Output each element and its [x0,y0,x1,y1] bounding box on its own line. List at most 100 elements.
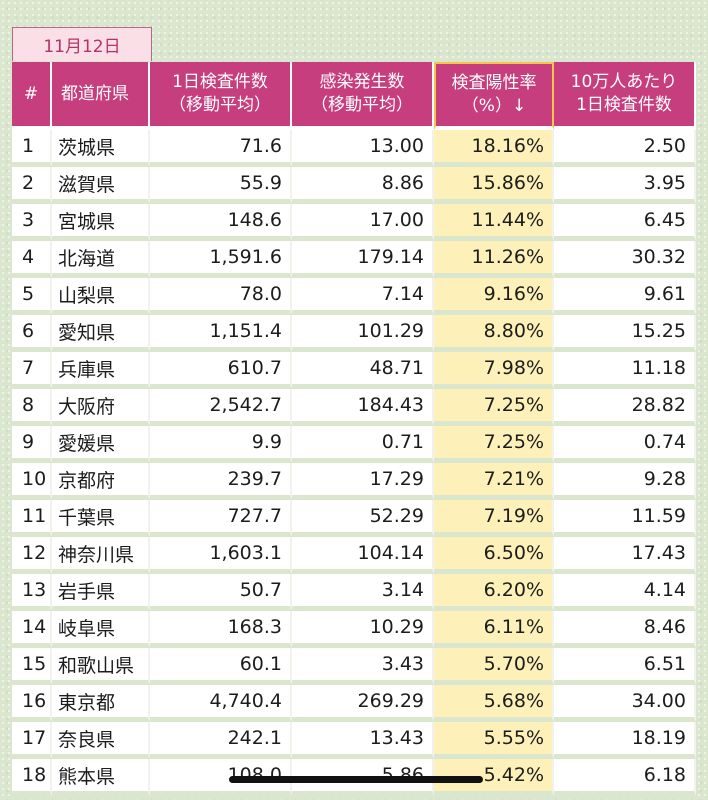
cell-cases: 0.71 [292,426,434,463]
cell-index: 5 [12,278,52,315]
cell-index: 7 [12,352,52,389]
header-positivity-line2: （%）↓ [461,96,527,116]
cell-index: 1 [12,130,52,167]
cell-index: 18 [12,759,52,796]
cell-prefecture: 宮城県 [52,204,150,241]
cell-cases: 17.29 [292,463,434,500]
cell-tests: 168.3 [150,611,292,648]
cell-per100k: 15.25 [554,315,696,352]
table-row: 11 千葉県 727.7 52.29 7.19% 11.59 [12,500,696,537]
cell-positivity: 9.16% [434,278,554,315]
cell-tests: 55.9 [150,167,292,204]
cell-cases: 8.86 [292,167,434,204]
header-row: # 都道府県 1日検査件数 （移動平均） 感染発生数 （移動平均） 検査陽性率 … [12,62,696,130]
cell-per100k: 9.61 [554,278,696,315]
cell-index: 16 [12,685,52,722]
cell-positivity: 5.68% [434,685,554,722]
header-positivity-line1: 検査陽性率 [451,73,537,93]
table-row: 12 神奈川県 1,603.1 104.14 6.50% 17.43 [12,537,696,574]
cell-prefecture: 大阪府 [52,389,150,426]
cell-cases: 101.29 [292,315,434,352]
header-tests-line2: （移動平均） [169,95,271,115]
table-row: 6 愛知県 1,151.4 101.29 8.80% 15.25 [12,315,696,352]
cell-tests: 71.6 [150,130,292,167]
cell-index: 13 [12,574,52,611]
cell-tests: 242.1 [150,722,292,759]
cell-index: 2 [12,167,52,204]
cell-positivity: 8.80% [434,315,554,352]
table-body: 1 茨城県 71.6 13.00 18.16% 2.50 2 滋賀県 55.9 8.86 15.86… [12,130,696,796]
cell-positivity: 7.19% [434,500,554,537]
cell-per100k: 2.50 [554,130,696,167]
positivity-table: # 都道府県 1日検査件数 （移動平均） 感染発生数 （移動平均） 検査陽性率 … [12,62,696,796]
table-row: 13 岩手県 50.7 3.14 6.20% 4.14 [12,574,696,611]
cell-prefecture: 和歌山県 [52,648,150,685]
cell-positivity: 7.25% [434,389,554,426]
cell-per100k: 6.51 [554,648,696,685]
cell-per100k: 4.14 [554,574,696,611]
header-cases-line2: （移動平均） [311,95,413,115]
cell-prefecture: 熊本県 [52,759,150,796]
cell-positivity: 15.86% [434,167,554,204]
cell-positivity: 7.98% [434,352,554,389]
cell-index: 9 [12,426,52,463]
cell-positivity: 11.26% [434,241,554,278]
header-cases: 感染発生数 （移動平均） [292,62,434,130]
cell-index: 4 [12,241,52,278]
cell-tests: 1,151.4 [150,315,292,352]
home-indicator[interactable] [229,776,483,783]
cell-prefecture: 滋賀県 [52,167,150,204]
cell-index: 6 [12,315,52,352]
cell-cases: 52.29 [292,500,434,537]
cell-per100k: 3.95 [554,167,696,204]
cell-prefecture: 愛知県 [52,315,150,352]
cell-tests: 78.0 [150,278,292,315]
header-per100k: 10万人あたり 1日検査件数 [554,62,696,130]
header-positivity[interactable]: 検査陽性率 （%）↓ [434,62,554,130]
cell-tests: 727.7 [150,500,292,537]
cell-per100k: 6.18 [554,759,696,796]
header-index: # [12,62,52,130]
cell-cases: 17.00 [292,204,434,241]
cell-positivity: 5.55% [434,722,554,759]
table-row: 7 兵庫県 610.7 48.71 7.98% 11.18 [12,352,696,389]
cell-cases: 3.43 [292,648,434,685]
cell-tests: 50.7 [150,574,292,611]
cell-positivity: 5.70% [434,648,554,685]
table-row: 8 大阪府 2,542.7 184.43 7.25% 28.82 [12,389,696,426]
cell-cases: 179.14 [292,241,434,278]
cell-prefecture: 兵庫県 [52,352,150,389]
table-row: 1 茨城県 71.6 13.00 18.16% 2.50 [12,130,696,167]
cell-per100k: 11.59 [554,500,696,537]
table-row: 3 宮城県 148.6 17.00 11.44% 6.45 [12,204,696,241]
cell-per100k: 18.19 [554,722,696,759]
header-cases-line1: 感染発生数 [319,72,405,92]
header-per100k-line2: 1日検査件数 [576,95,672,115]
table-row: 4 北海道 1,591.6 179.14 11.26% 30.32 [12,241,696,278]
cell-positivity: 6.50% [434,537,554,574]
cell-positivity: 7.25% [434,426,554,463]
cell-index: 17 [12,722,52,759]
cell-tests: 2,542.7 [150,389,292,426]
table-row: 9 愛媛県 9.9 0.71 7.25% 0.74 [12,426,696,463]
cell-prefecture: 茨城県 [52,130,150,167]
cell-cases: 7.14 [292,278,434,315]
cell-prefecture: 京都府 [52,463,150,500]
cell-positivity: 11.44% [434,204,554,241]
cell-prefecture: 神奈川県 [52,537,150,574]
cell-index: 8 [12,389,52,426]
cell-index: 3 [12,204,52,241]
cell-tests: 4,740.4 [150,685,292,722]
cell-positivity: 6.20% [434,574,554,611]
cell-per100k: 0.74 [554,426,696,463]
cell-cases: 13.43 [292,722,434,759]
cell-prefecture: 愛媛県 [52,426,150,463]
cell-tests: 1,603.1 [150,537,292,574]
cell-cases: 3.14 [292,574,434,611]
header-tests: 1日検査件数 （移動平均） [150,62,292,130]
cell-per100k: 30.32 [554,241,696,278]
cell-positivity: 7.21% [434,463,554,500]
cell-cases: 269.29 [292,685,434,722]
header-per100k-line1: 10万人あたり [570,72,678,92]
cell-tests: 610.7 [150,352,292,389]
